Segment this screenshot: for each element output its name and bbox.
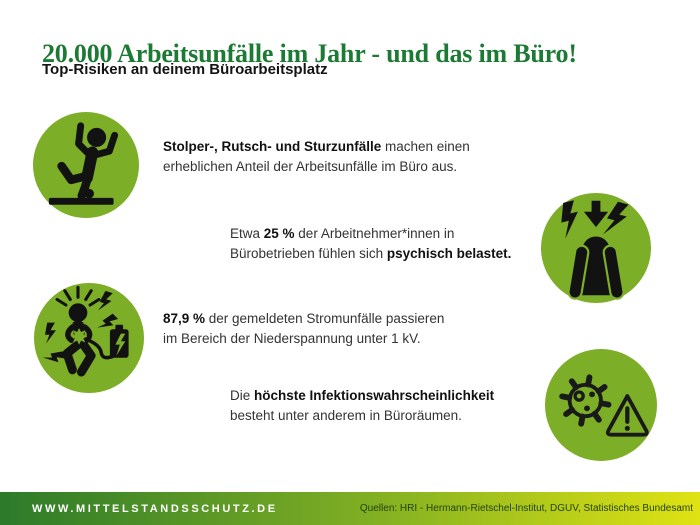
risk-icon-circle-stress (541, 193, 651, 303)
infection-warning-icon (559, 374, 649, 437)
sources-text: Quellen: HRI - Hermann-Rietschel-Institu… (359, 503, 693, 514)
risk-icon-circle-electric (34, 283, 144, 393)
page-subtitle: Top-Risiken an deinem Büroarbeitsplatz (42, 61, 328, 78)
risk-text-slip-fall: Stolper-, Rutsch- und Sturzunfälle mache… (163, 139, 470, 174)
page-title: 20.000 Arbeitsunfälle im Jahr - und das … (42, 39, 577, 69)
risk-text-infection: Die höchste Infektionswahrscheinlichkeit… (230, 388, 495, 423)
stress-icon (561, 200, 629, 300)
website-url: WWW.MITTELSTANDSSCHUTZ.DE (32, 502, 278, 515)
risk-icon-circle-slip-fall (33, 112, 139, 218)
risk-text-electric: 87,9 % der gemeldeten Stromunfälle passi… (163, 311, 445, 346)
electric-shock-icon (42, 285, 129, 377)
risk-text-stress: Etwa 25 % der Arbeitnehmer*innen in Bürob… (230, 226, 512, 261)
slip-fall-icon (48, 122, 119, 205)
footer-bar: WWW.MITTELSTANDSSCHUTZ.DE Quellen: HRI -… (0, 492, 700, 525)
risk-icon-circle-infection (545, 349, 657, 461)
